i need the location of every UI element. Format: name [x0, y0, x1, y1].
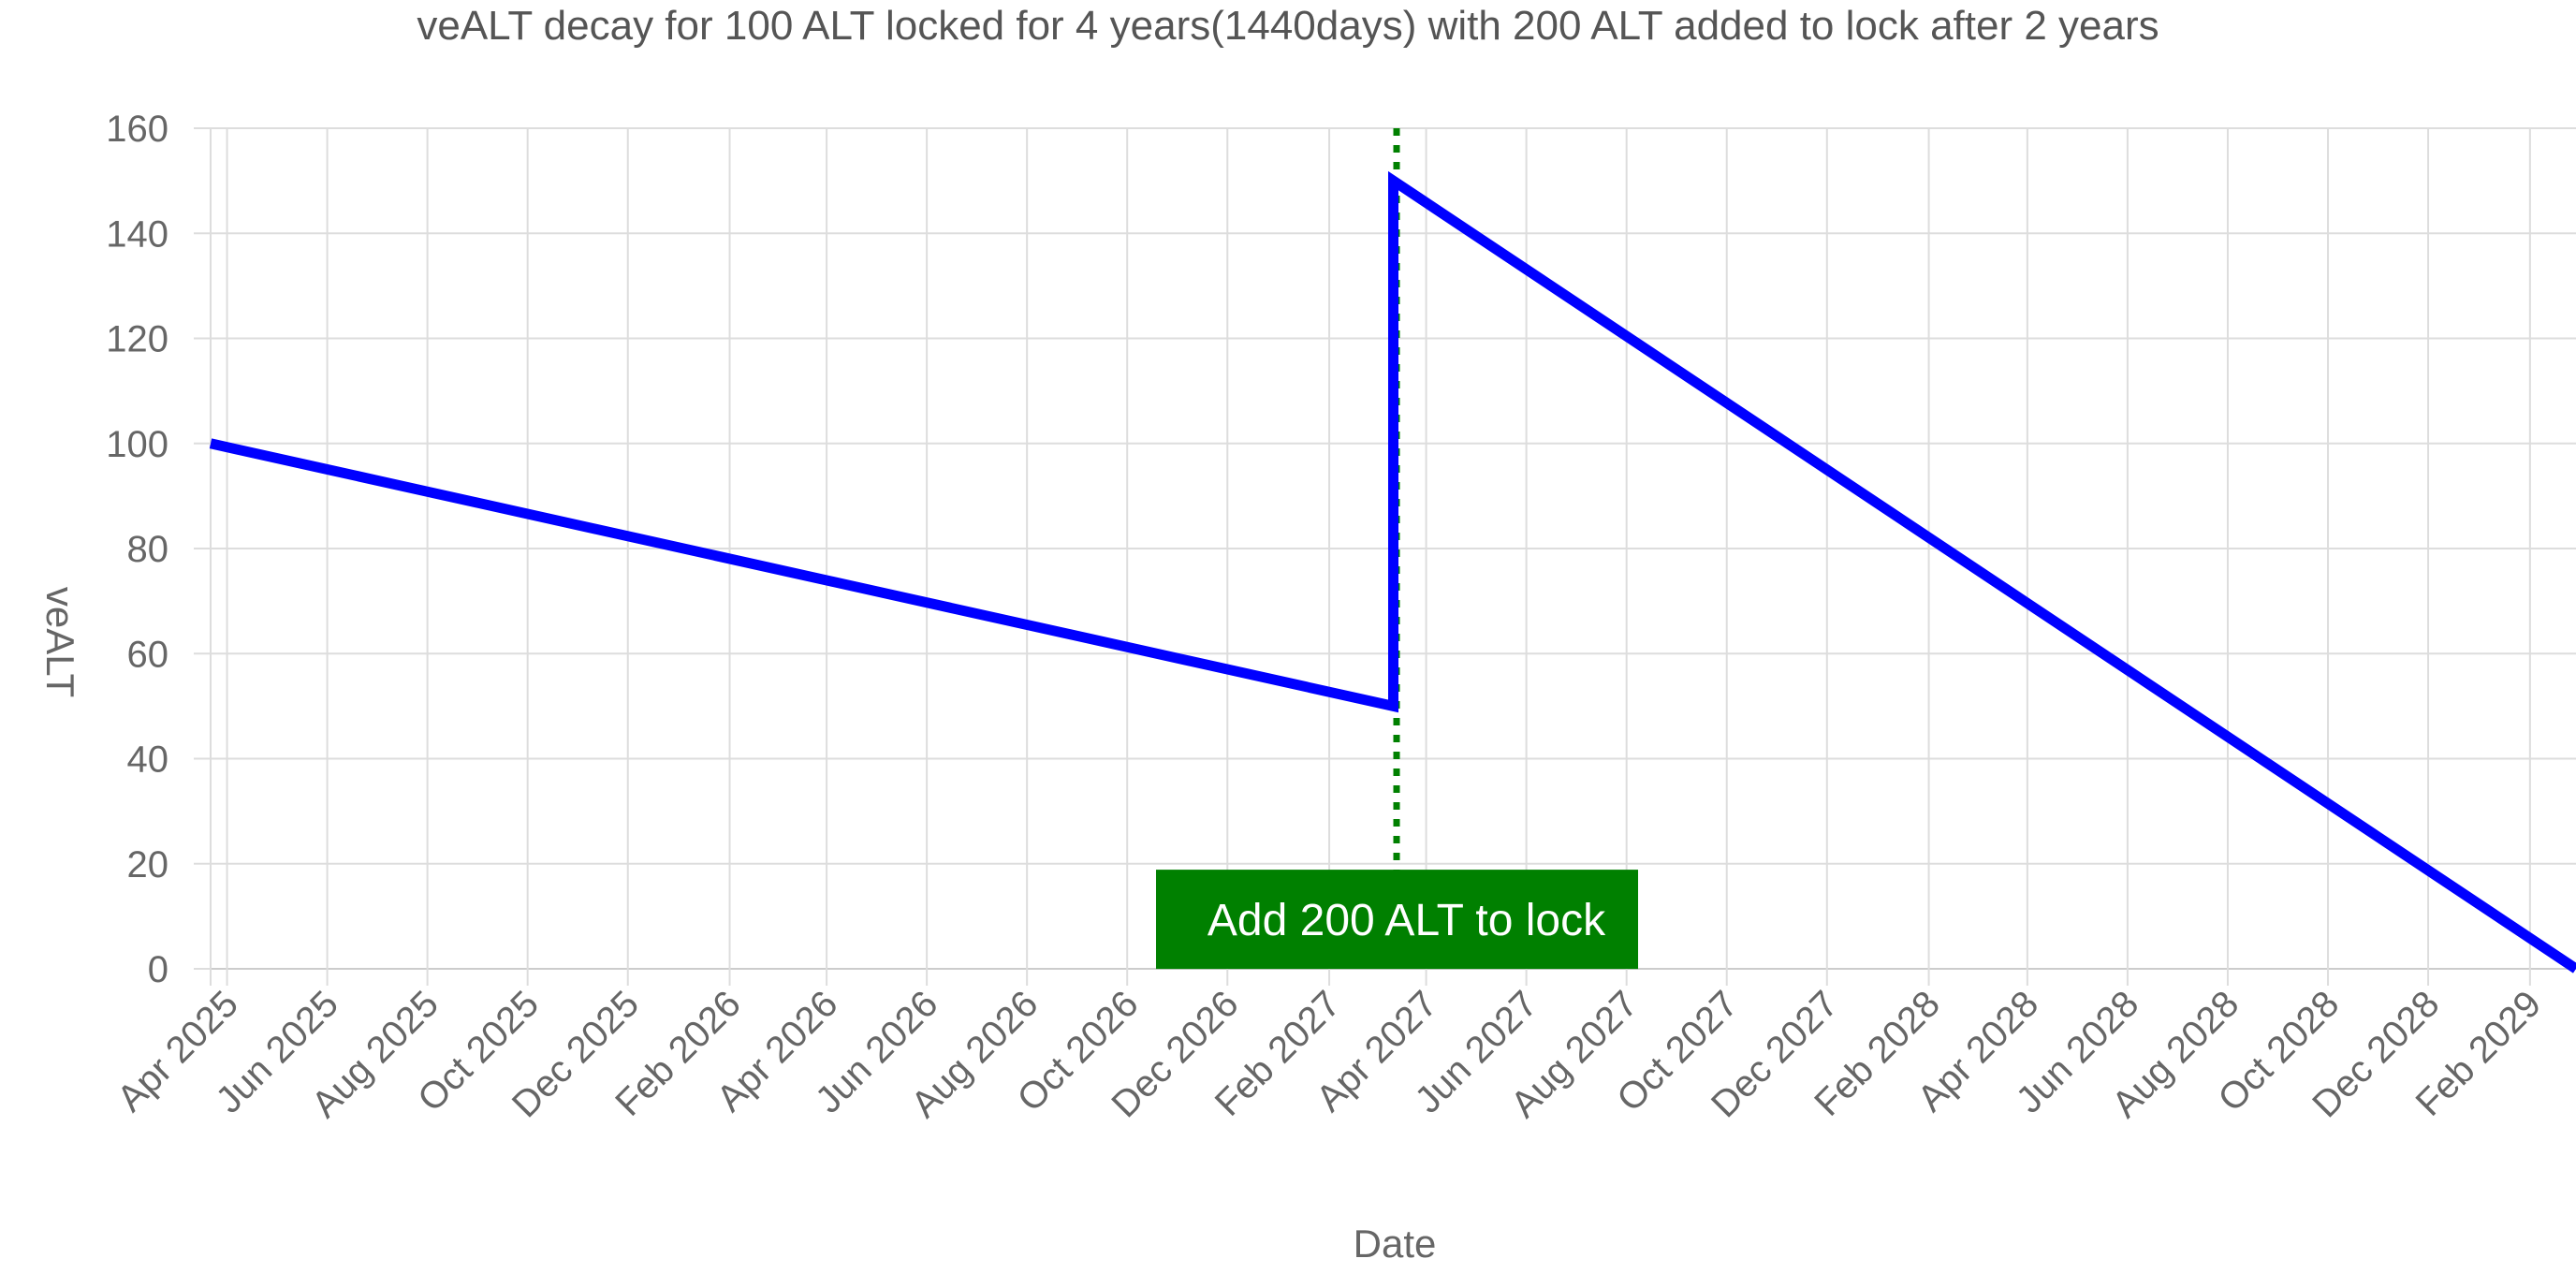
y-tick-label: 120: [106, 319, 168, 360]
y-axis-ticks: 0 20 40 60 80 100 120 140 160: [106, 109, 211, 990]
vealt-line: [209, 170, 2576, 973]
y-tick-label: 20: [127, 844, 169, 886]
series-layer: [209, 170, 2576, 973]
y-tick-label: 0: [148, 949, 168, 990]
y-tick-label: 160: [106, 109, 168, 150]
y-tick-label: 60: [127, 634, 169, 675]
y-tick-label: 140: [106, 213, 168, 255]
y-tick-label: 80: [127, 529, 169, 570]
y-axis-label: veALT: [38, 587, 82, 697]
y-tick-label: 100: [106, 424, 168, 465]
y-tick-label: 40: [127, 739, 169, 781]
annotation-box: [1156, 870, 1639, 970]
x-axis-label: Date: [1354, 1222, 1437, 1266]
add-lock-annotation: Add 200 ALT to lock: [1156, 870, 1639, 970]
annotations-layer: Add 200 ALT to lock: [1156, 128, 1639, 970]
chart-title: veALT decay for 100 ALT locked for 4 yea…: [417, 3, 2159, 49]
annotation-label: Add 200 ALT to lock: [1208, 896, 1606, 945]
